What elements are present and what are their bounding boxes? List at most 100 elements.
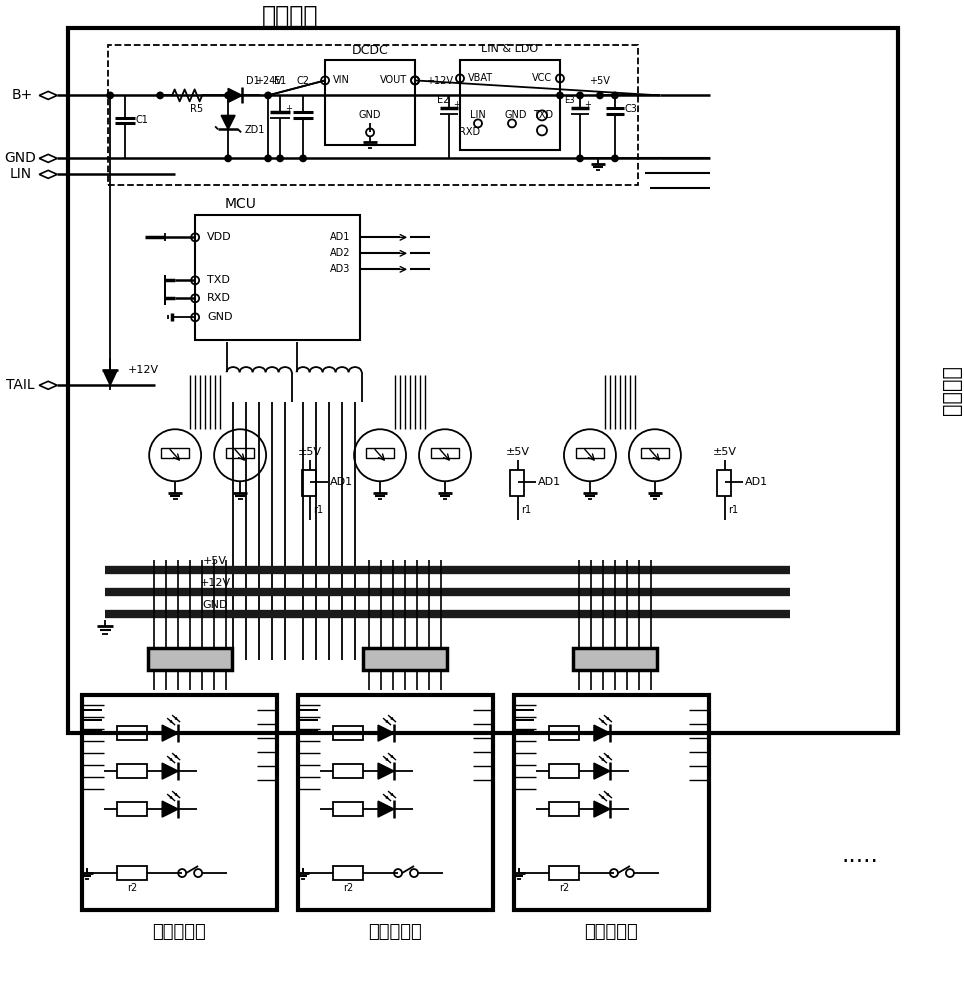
Circle shape xyxy=(577,92,583,98)
Text: LIN: LIN xyxy=(470,110,486,120)
Text: VIN: VIN xyxy=(334,75,350,85)
Polygon shape xyxy=(594,763,610,779)
Text: E1: E1 xyxy=(274,76,286,86)
Polygon shape xyxy=(162,763,178,779)
Text: E3: E3 xyxy=(564,96,575,105)
Circle shape xyxy=(265,155,271,161)
Bar xyxy=(549,726,579,740)
Bar xyxy=(549,866,579,880)
Bar xyxy=(82,695,277,910)
Bar xyxy=(363,648,447,670)
Bar xyxy=(573,648,656,670)
Text: DCDC: DCDC xyxy=(352,44,388,57)
Text: B+: B+ xyxy=(12,88,33,102)
Text: TXD: TXD xyxy=(533,110,553,120)
Text: +: + xyxy=(285,104,292,113)
Bar xyxy=(227,448,254,458)
Text: +12V: +12V xyxy=(128,365,159,375)
Text: RXD: RXD xyxy=(207,293,231,303)
Circle shape xyxy=(612,155,618,161)
Polygon shape xyxy=(378,725,394,741)
Text: +12V: +12V xyxy=(200,578,230,588)
Text: GND: GND xyxy=(207,312,232,322)
Bar xyxy=(118,764,147,778)
Text: +: + xyxy=(453,100,460,109)
Text: AD1: AD1 xyxy=(538,477,561,487)
Bar xyxy=(118,726,147,740)
Text: GND: GND xyxy=(359,110,382,120)
Bar xyxy=(334,764,363,778)
Bar xyxy=(108,45,638,185)
Polygon shape xyxy=(228,88,242,102)
Text: r1: r1 xyxy=(521,505,531,515)
Circle shape xyxy=(612,92,618,98)
Bar xyxy=(334,866,363,880)
Text: r1: r1 xyxy=(728,505,738,515)
Circle shape xyxy=(557,92,563,98)
Polygon shape xyxy=(162,801,178,817)
Polygon shape xyxy=(103,370,118,385)
Bar xyxy=(460,60,560,150)
Text: AD1: AD1 xyxy=(330,477,353,487)
Bar xyxy=(302,470,316,496)
Polygon shape xyxy=(594,801,610,817)
Text: 功能电路板: 功能电路板 xyxy=(152,923,206,941)
Circle shape xyxy=(577,155,583,161)
Bar xyxy=(366,448,394,458)
Text: AD2: AD2 xyxy=(330,248,350,258)
Bar xyxy=(118,802,147,816)
Bar xyxy=(641,448,669,458)
Bar xyxy=(334,726,363,740)
Text: 总电路板: 总电路板 xyxy=(942,365,962,415)
Text: MCU: MCU xyxy=(225,197,256,211)
Text: RXD: RXD xyxy=(460,127,481,137)
Polygon shape xyxy=(162,725,178,741)
Text: LIN: LIN xyxy=(9,167,31,181)
Circle shape xyxy=(226,155,231,161)
Circle shape xyxy=(265,92,271,98)
Bar xyxy=(148,648,232,670)
Bar xyxy=(161,448,189,458)
Circle shape xyxy=(300,155,307,161)
Text: VOUT: VOUT xyxy=(380,75,407,85)
Circle shape xyxy=(277,155,283,161)
Text: r2: r2 xyxy=(343,883,353,893)
Text: +24V: +24V xyxy=(254,76,281,86)
Text: GND: GND xyxy=(4,151,36,165)
Bar xyxy=(298,695,493,910)
Text: 功能电路板: 功能电路板 xyxy=(368,923,422,941)
Text: ±5V: ±5V xyxy=(506,447,530,457)
Bar xyxy=(549,764,579,778)
Polygon shape xyxy=(221,115,235,129)
Text: TXD: TXD xyxy=(207,275,230,285)
Text: .....: ..... xyxy=(842,843,878,867)
Text: TAIL: TAIL xyxy=(6,378,35,392)
Circle shape xyxy=(597,92,602,98)
Circle shape xyxy=(107,92,113,98)
Text: ZD1: ZD1 xyxy=(245,125,265,135)
Text: ±5V: ±5V xyxy=(298,447,322,457)
Text: C1: C1 xyxy=(135,115,148,125)
Text: E2: E2 xyxy=(437,95,449,105)
Bar xyxy=(334,802,363,816)
Bar xyxy=(118,866,147,880)
Text: 电源电路: 电源电路 xyxy=(262,3,318,27)
Text: +5V: +5V xyxy=(203,556,228,566)
Text: VBAT: VBAT xyxy=(468,73,494,83)
Bar xyxy=(325,60,415,145)
Bar xyxy=(431,448,459,458)
Polygon shape xyxy=(378,763,394,779)
Text: VCC: VCC xyxy=(532,73,552,83)
Text: C2: C2 xyxy=(297,76,309,86)
Polygon shape xyxy=(594,725,610,741)
Circle shape xyxy=(226,92,231,98)
Text: +: + xyxy=(584,100,591,109)
Bar xyxy=(195,215,361,340)
Text: C3: C3 xyxy=(625,104,638,114)
Bar xyxy=(68,28,897,733)
Text: ±5V: ±5V xyxy=(713,447,736,457)
Bar xyxy=(510,470,524,496)
Text: R5: R5 xyxy=(190,104,202,114)
Bar xyxy=(576,448,603,458)
Circle shape xyxy=(157,92,163,98)
